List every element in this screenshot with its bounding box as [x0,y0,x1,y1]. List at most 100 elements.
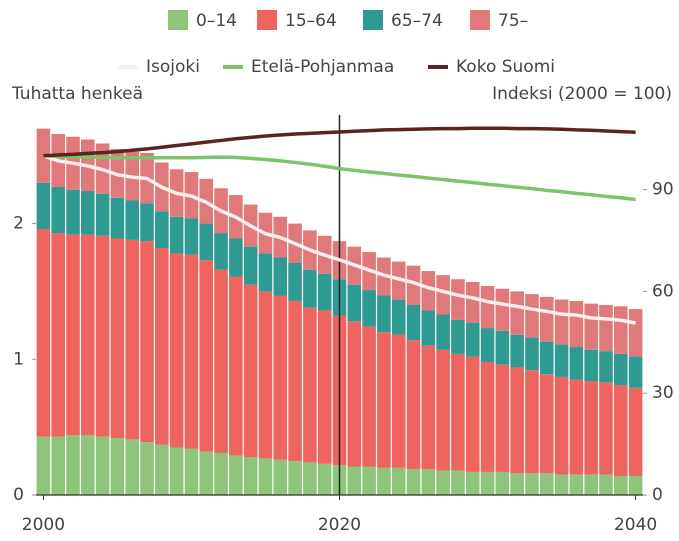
bar-segment [155,444,169,495]
bar-segment [377,467,391,495]
legend-label: 75– [498,11,528,31]
bar-segment [214,233,228,270]
bar-segment [66,435,80,495]
bar-segment [184,254,199,449]
bar-segment [510,291,524,335]
bar-segment [480,471,495,495]
bar-segment [303,462,317,495]
bar-segment [155,248,169,445]
bar-segment [510,367,524,474]
bar-segment [169,216,184,254]
bar-segment [214,269,228,453]
bar-segment [317,310,332,464]
bar-segment [303,307,317,463]
bar-segment [125,439,140,495]
bar-segment [317,273,332,311]
y2-tick-label: 60 [652,281,674,301]
bar-segment [599,474,613,495]
bar-segment [436,470,450,495]
bar-segment [406,265,421,305]
bar-segment [125,200,140,240]
bar-segment [51,233,66,437]
bar-segment [539,473,554,495]
bar-segment [406,305,421,341]
bar-segment [480,286,495,329]
legend-swatch [363,10,383,30]
bar-segment [214,452,228,495]
bar-segment [495,471,510,495]
bar-segment [495,330,510,365]
bar-segment [140,241,154,443]
bar-segment [421,345,436,470]
y2-tick-label: 30 [652,383,674,403]
bar-segment [495,364,510,472]
bar-segment [525,473,539,495]
bar-segment [288,300,302,462]
legend-swatch [470,10,490,30]
bar-segment [525,370,539,474]
x-tick-label: 2020 [318,515,361,535]
bar-segment [613,385,628,476]
bar-segment [347,321,362,467]
bar-segment [465,281,480,323]
bar-segment [480,328,495,362]
bar-segment [569,474,584,495]
bar-segment [628,476,643,495]
bar-segment [51,436,66,495]
bar-segment [95,436,110,495]
bar-segment [480,362,495,472]
bar-segment [377,295,391,333]
bar-segment [347,284,362,322]
bar-segment [81,234,95,436]
bar-segment [554,299,569,345]
y-tick-label: 2 [13,214,24,234]
bar-segment [599,382,613,475]
bar-segment [199,260,214,452]
bar-segment [362,326,376,467]
bar-segment [140,203,154,242]
legend-label: Koko Suomi [456,57,555,77]
bar-segment [613,306,628,354]
bar-segment [229,276,243,456]
bar-segment [421,310,436,346]
bar-segment [258,458,273,495]
bar-segment [421,469,436,495]
bar-segment [406,340,421,470]
bar-segment [258,291,273,459]
legend-label: Etelä-Pohjanmaa [251,57,394,77]
bar-segment [288,461,302,495]
bar-segment [451,353,465,471]
bar-segment [628,356,643,388]
bar-segment [169,447,184,495]
bar-segment [391,334,406,468]
bar-segment [436,275,450,315]
bar-segment [539,374,554,474]
bar-segment [554,474,569,495]
bar-segment [584,474,598,495]
bar-segment [243,284,258,457]
bar-segment [436,314,450,350]
bar-segment [184,218,199,255]
y2-tick-label: 0 [652,485,663,505]
bar-segment [569,347,584,380]
bar-segment [465,356,480,472]
bar-segment [510,334,524,368]
bar-segment [465,471,480,495]
bar-segment [66,189,80,235]
bar-segment [495,288,510,331]
bar-segment [510,473,524,495]
legend-label: 15–64 [285,11,337,31]
y2-axis-label: Indeksi (2000 = 100) [492,84,672,104]
bar-segment [125,239,140,440]
bar-segment [184,448,199,495]
bar-segment [599,305,613,352]
legend-label: Isojoki [146,57,200,77]
bar-segment [406,469,421,495]
bar-segment [362,290,376,327]
line-series [42,154,636,325]
line-series [43,126,636,158]
bar-segment [110,438,125,495]
bar-segment [584,303,598,350]
bar-segment [199,223,214,261]
